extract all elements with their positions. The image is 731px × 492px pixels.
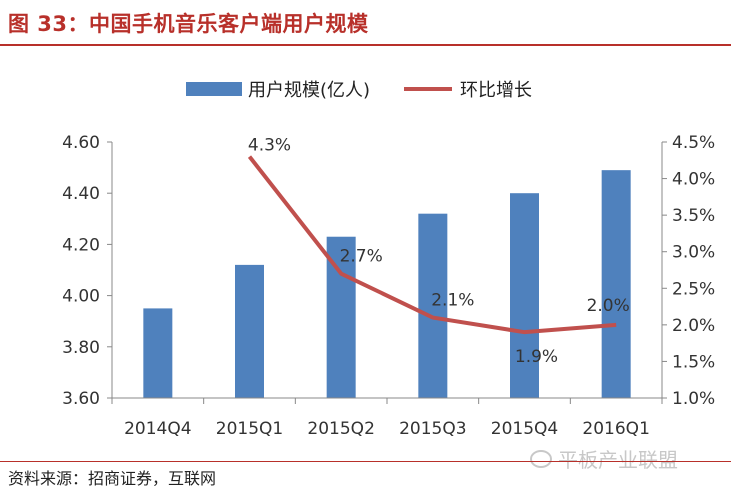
bar-2016Q1 (601, 170, 631, 398)
right-tick-label: 2.0% (672, 316, 715, 336)
title-divider (0, 44, 731, 46)
line-data-label-2015Q1: 4.3% (248, 136, 291, 156)
x-tick-label: 2016Q1 (582, 419, 649, 439)
line-data-label-2016Q1: 2.0% (587, 296, 630, 316)
bar-2014Q4 (143, 308, 173, 398)
bar-2015Q1 (235, 264, 264, 398)
combo-chart: 3.60 3.80 4.00 4.20 4.40 4.60 1.0% 1.5% 2.0% 2.5%… (62, 133, 715, 439)
x-tick-label: 2015Q4 (491, 419, 558, 439)
line-data-label-2015Q2: 2.7% (340, 247, 383, 267)
source-divider (0, 461, 731, 462)
left-tick-label: 3.80 (62, 338, 100, 358)
x-tick-label: 2014Q4 (124, 419, 191, 439)
left-tick-label: 4.20 (62, 235, 100, 255)
right-tick-label: 4.0% (672, 170, 715, 190)
chart-legend: 用户规模(亿人) 环比增长 (186, 74, 532, 104)
bar-2015Q4 (510, 193, 539, 398)
growth-line (247, 155, 617, 335)
wechat-icon (530, 449, 552, 468)
line-data-label-2015Q3: 2.1% (431, 291, 474, 311)
right-tick-label: 3.0% (672, 243, 715, 263)
legend-bar-swatch (186, 82, 242, 96)
left-tick-label: 4.60 (62, 133, 100, 153)
right-tick-label: 4.5% (672, 133, 715, 153)
source-note: 资料来源：招商证券，互联网 (8, 469, 217, 488)
left-tick-label: 4.40 (62, 184, 100, 204)
legend-line-label: 环比增长 (460, 80, 533, 101)
line-data-label-2015Q4: 1.9% (515, 347, 558, 367)
right-tick-label: 1.0% (672, 389, 715, 409)
right-tick-label: 1.5% (672, 352, 715, 372)
x-tick-label: 2015Q1 (216, 419, 283, 439)
x-tick-label: 2015Q3 (399, 419, 466, 439)
figure-title: 图 33：中国手机音乐客户端用户规模 (8, 12, 369, 36)
watermark: 平板产业联盟 (530, 444, 678, 473)
watermark-text: 平板产业联盟 (558, 448, 678, 472)
right-tick-label: 3.5% (672, 206, 715, 226)
right-tick-label: 2.5% (672, 279, 715, 299)
legend-bar-label: 用户规模(亿人) (248, 80, 371, 101)
x-tick-label: 2015Q2 (307, 419, 374, 439)
bar-2015Q3 (418, 213, 448, 398)
legend-line-swatch (404, 87, 453, 91)
left-tick-label: 3.60 (62, 389, 100, 409)
left-tick-label: 4.00 (62, 287, 100, 307)
